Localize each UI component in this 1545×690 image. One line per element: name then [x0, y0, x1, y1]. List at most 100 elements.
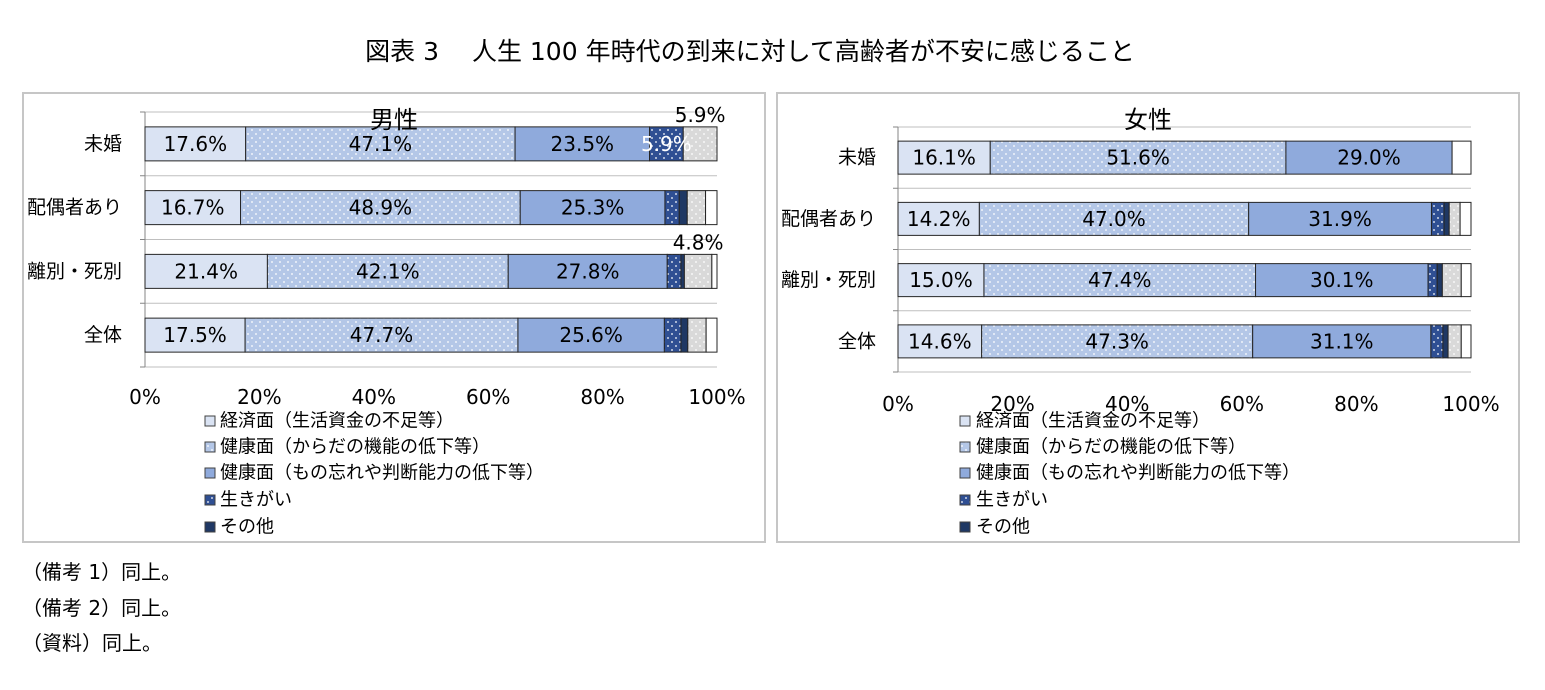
bar-segment	[683, 253, 713, 289]
bar-segment	[1447, 324, 1462, 359]
bar-segment	[981, 324, 1254, 359]
bar-segment	[144, 317, 246, 353]
bar-segment	[1443, 201, 1450, 236]
legend-item: 経済面（生活資金の不足等）	[959, 411, 1210, 432]
bar-segment	[1248, 201, 1432, 236]
legend-swatch	[959, 415, 971, 427]
bar-segment	[664, 190, 680, 226]
bar-segment	[1427, 263, 1438, 298]
bar-segment	[144, 190, 242, 226]
footnote-remark-1: （備考 1）同上。	[22, 560, 182, 584]
legend-label: 生きがい	[220, 490, 292, 511]
bar-segment	[705, 317, 718, 353]
data-label: 47.1%	[349, 132, 413, 156]
data-label: 5.9%	[675, 103, 726, 127]
bar-segment	[1436, 263, 1443, 298]
panel-title: 女性	[1124, 106, 1172, 134]
data-label: 31.9%	[1308, 207, 1372, 231]
bar-segment	[989, 140, 1287, 175]
legend-swatch	[204, 467, 216, 479]
legend-label: その他	[976, 517, 1030, 538]
data-label: 31.1%	[1310, 329, 1374, 353]
bar-segment	[1430, 201, 1445, 236]
legend-item: 経済面（生活資金の不足等）	[204, 411, 454, 432]
legend-swatch	[204, 415, 216, 427]
data-label: 21.4%	[174, 259, 238, 283]
data-label: 14.2%	[907, 207, 971, 231]
legend-item: その他	[204, 517, 274, 538]
data-label: 4.8%	[673, 230, 724, 254]
legend-label: 健康面（もの忘れや判断能力の低下等）	[220, 463, 544, 484]
bar-segment	[897, 263, 985, 298]
x-tick-label: 20%	[990, 392, 1034, 416]
bar-segment	[266, 253, 509, 289]
x-tick-label: 0%	[129, 385, 161, 409]
data-label: 5.9%	[641, 132, 692, 156]
category-label: 離別・死別	[781, 269, 876, 291]
x-tick-label: 20%	[237, 385, 281, 409]
bar-segment	[897, 140, 991, 175]
bar-segment	[711, 253, 718, 289]
x-tick-label: 40%	[352, 385, 396, 409]
legend-item: 健康面（もの忘れや判断能力の低下等）	[204, 463, 544, 484]
x-tick-label: 60%	[466, 385, 510, 409]
bar-segment	[517, 317, 665, 353]
category-label: 未婚	[838, 147, 876, 169]
legend-label: 経済面（生活資金の不足等）	[976, 411, 1210, 432]
bar-segment	[1451, 140, 1472, 175]
legend-label: その他	[220, 517, 274, 538]
legend-swatch	[959, 467, 971, 479]
legend-swatch	[959, 494, 971, 506]
data-label: 25.3%	[561, 196, 625, 220]
category-label: 未婚	[84, 133, 122, 155]
data-label: 14.6%	[908, 329, 972, 353]
legend-item: その他	[959, 517, 1030, 538]
data-label: 17.5%	[163, 323, 227, 347]
legend-swatch	[204, 521, 216, 533]
legend-item: 健康面（もの忘れや判断能力の低下等）	[959, 463, 1300, 484]
footnote-remark-2: （備考 2）同上。	[22, 595, 182, 620]
legend-item: 健康面（からだの機能の低下等）	[204, 437, 490, 458]
bar-segment	[144, 253, 268, 289]
bar-segment	[1460, 263, 1472, 298]
x-tick-label: 80%	[1334, 392, 1378, 416]
x-tick-label: 60%	[1220, 392, 1264, 416]
category-label: 配偶者あり	[27, 197, 122, 219]
x-tick-label: 80%	[580, 385, 624, 409]
bar-segment	[1442, 324, 1449, 359]
bar-segment	[686, 190, 707, 226]
bar-segment	[1430, 324, 1444, 359]
bar-segment	[1252, 324, 1432, 359]
chart-panel-female: 0% 20% 40% 60% 80% 100% 未婚 配偶者あり 離別・死別 全体 16.1% 51.…	[776, 92, 1520, 543]
data-label: 29.0%	[1337, 146, 1401, 170]
bar-segment	[507, 253, 668, 289]
bar-segment	[1441, 263, 1462, 298]
legend-item: 生きがい	[959, 490, 1048, 511]
bar-segment	[1460, 324, 1472, 359]
x-tick-label: 100%	[688, 385, 745, 409]
bar-segment	[1285, 140, 1453, 175]
data-label: 25.6%	[559, 323, 623, 347]
footnotes: （備考 1）同上。 （備考 2）同上。 （資料）同上。	[22, 560, 181, 667]
page-title: 図表 3 人生 100 年時代の到来に対して高齢者が不安に感じること	[365, 37, 1135, 66]
bar-segment	[705, 190, 718, 226]
category-label: 全体	[838, 330, 876, 352]
data-label: 48.9%	[349, 196, 413, 220]
legend-label: 健康面（もの忘れや判断能力の低下等）	[976, 463, 1300, 484]
data-label: 47.4%	[1088, 268, 1152, 292]
legend-swatch	[959, 441, 971, 453]
footnote-source: （資料）同上。	[22, 631, 162, 655]
bar-segment	[897, 201, 980, 236]
bar-segment	[244, 317, 519, 353]
category-label: 配偶者あり	[781, 208, 876, 230]
panel-title: 男性	[370, 106, 418, 134]
data-label: 47.3%	[1085, 329, 1149, 353]
data-label: 27.8%	[556, 259, 620, 283]
bar-segment	[682, 126, 718, 162]
data-label: 42.1%	[356, 259, 420, 283]
bar-segment	[240, 190, 521, 226]
legend-label: 経済面（生活資金の不足等）	[220, 411, 454, 432]
bar-segment	[663, 317, 682, 353]
